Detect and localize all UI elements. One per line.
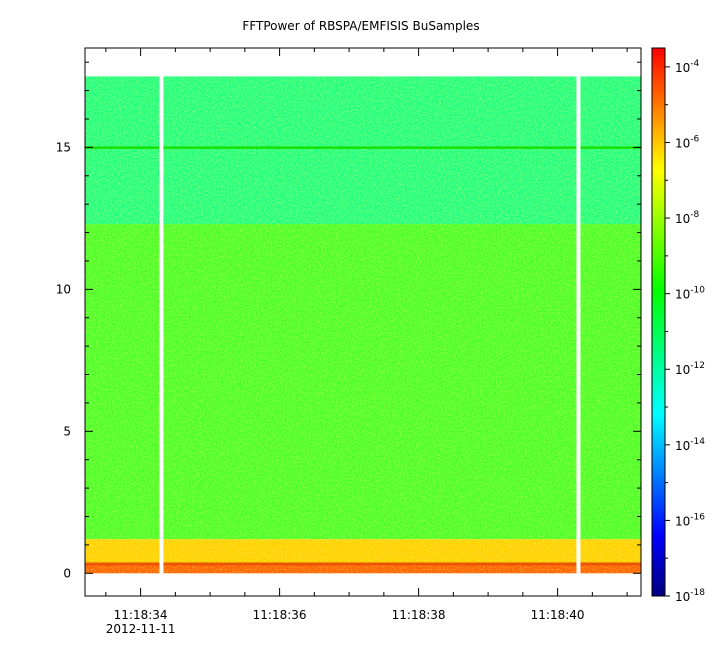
colorbar-tick-label: 10-14	[675, 437, 705, 453]
spectrogram-line-0	[85, 146, 641, 149]
colorbar-tick-label: 10-16	[675, 512, 705, 528]
colorbar-tick-label: 10-4	[675, 59, 700, 75]
plot-area	[84, 47, 642, 597]
y-tick-label: 5	[63, 424, 71, 438]
x-axis: 11:18:34 11:18:36 11:18:38 11:18:40 2012-11-…	[105, 48, 628, 636]
x-tick-label: 11:18:36	[253, 608, 307, 622]
y-tick-label: 10	[56, 282, 71, 296]
colorbar-tick-label: 10-6	[675, 134, 700, 150]
data-gap-0	[159, 75, 164, 575]
colorbar-tick-label: 10-8	[675, 210, 700, 226]
spectrogram-noise-texture	[85, 76, 641, 574]
spectrogram-low-frequency-line	[85, 562, 641, 566]
colorbar-tick-label: 10-12	[675, 361, 705, 377]
chart-title: FFTPower of RBSPA/EMFISIS BuSamples	[242, 19, 479, 33]
data-gap-1	[576, 75, 581, 575]
x-tick-date-label: 2012-11-11	[106, 622, 176, 636]
x-tick-label: 11:18:34	[114, 608, 168, 622]
x-tick-label: 11:18:40	[531, 608, 585, 622]
colorbar: 10-18 10-16 10-14 10-12 10-10 10-8 10-6 10-4	[651, 47, 705, 604]
colorbar-tick-label: 10-10	[675, 286, 705, 302]
y-tick-label: 0	[63, 566, 71, 580]
colorbar-scale	[651, 47, 666, 597]
colorbar-tick-label: 10-18	[675, 588, 705, 604]
x-tick-label: 11:18:38	[392, 608, 446, 622]
y-tick-label: 15	[56, 140, 71, 154]
plot-frame	[84, 47, 642, 597]
y-axis: 0 5 10 15	[56, 61, 641, 580]
